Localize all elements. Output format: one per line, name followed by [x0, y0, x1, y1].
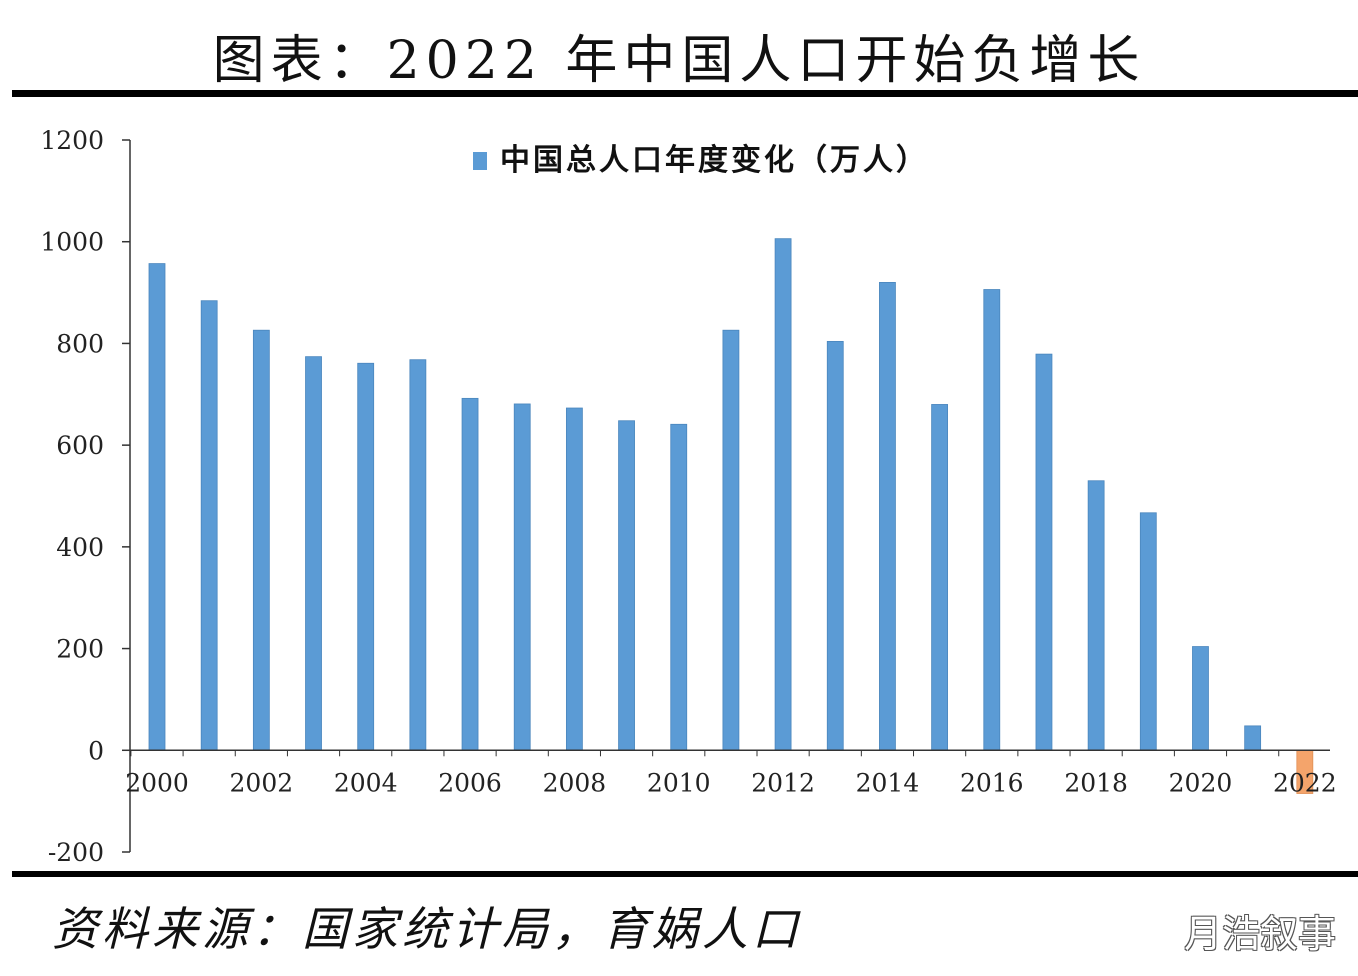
- x-tick-label: 2022: [1273, 768, 1337, 797]
- bar-2019: [1139, 512, 1157, 751]
- top-rule: [12, 90, 1358, 97]
- bar-2004: [357, 362, 375, 751]
- y-tick-label: 1200: [40, 126, 104, 155]
- bar-2013: [826, 340, 844, 751]
- bar-2016: [983, 289, 1001, 751]
- legend-label: 中国总人口年度变化（万人）: [500, 143, 929, 178]
- bar-2005: [409, 359, 427, 751]
- y-axis: 1200 1000 800 600 400 200 0 -200: [40, 126, 131, 867]
- legend-swatch: [473, 152, 487, 170]
- y-tick-label: 600: [56, 431, 104, 460]
- x-tick-label: 2012: [751, 768, 815, 797]
- bar-2003: [305, 356, 322, 751]
- bar-2007: [513, 403, 531, 751]
- bar-2000: [148, 263, 166, 751]
- x-tick-label: 2020: [1169, 768, 1233, 797]
- bar-2001: [200, 300, 218, 751]
- x-tick-label: 2006: [438, 768, 502, 797]
- x-tick-label: 2002: [230, 768, 294, 797]
- source-note: 资料来源：国家统计局，育娲人口: [52, 902, 802, 956]
- bar-2017: [1035, 353, 1053, 751]
- x-tick-label: 2000: [125, 768, 189, 797]
- bar-2002: [252, 329, 270, 751]
- y-tick-label: 800: [56, 329, 104, 358]
- bar-2006: [461, 397, 479, 751]
- bar-2018: [1087, 480, 1105, 751]
- y-tick-label: 200: [56, 635, 104, 664]
- x-tick-label: 2016: [960, 768, 1024, 797]
- bar-2008: [565, 407, 583, 751]
- bar-2015: [931, 404, 949, 751]
- x-tick-label: 2014: [856, 768, 920, 797]
- y-tick-label: 0: [88, 736, 104, 765]
- bar-2021: [1244, 725, 1262, 751]
- y-tick-label: 1000: [40, 228, 104, 257]
- bar-2020: [1192, 646, 1209, 751]
- bar-2010: [670, 423, 688, 751]
- bars: [148, 238, 1314, 794]
- bar-2009: [618, 420, 635, 751]
- y-tick-label: 400: [56, 533, 104, 562]
- x-tick-label: 2008: [543, 768, 607, 797]
- x-tick-label: 2018: [1064, 768, 1128, 797]
- bar-2012: [774, 238, 792, 751]
- bar-2011: [722, 329, 740, 751]
- chart-title: 图表：2022 年中国人口开始负增长: [212, 31, 1146, 91]
- bottom-rule: [12, 871, 1358, 877]
- watermark: 月浩叙事: [1183, 912, 1336, 956]
- x-tick-label: 2010: [647, 768, 711, 797]
- legend: 中国总人口年度变化（万人）: [473, 143, 929, 178]
- x-tick-label: 2004: [334, 768, 398, 797]
- bar-2014: [879, 281, 896, 751]
- x-axis: 2000 2002 2004 2006 2008 2010 2012 2014 2016 2018…: [125, 749, 1337, 797]
- y-tick-label: -200: [48, 838, 104, 867]
